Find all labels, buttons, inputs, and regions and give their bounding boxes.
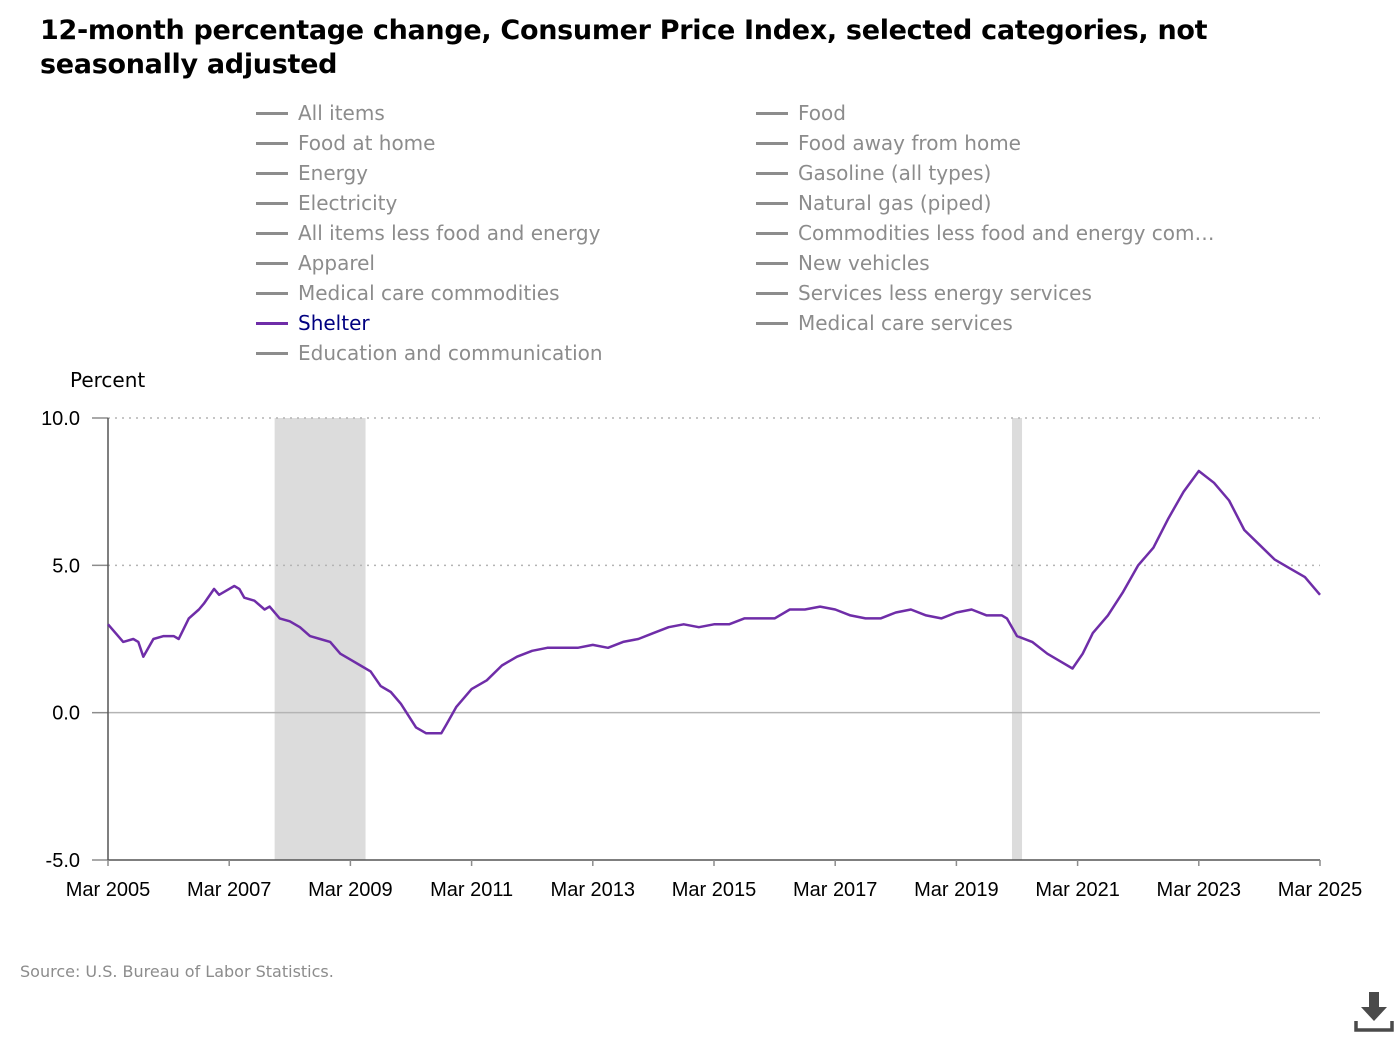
legend-swatch: [256, 231, 288, 235]
legend-label: Natural gas (piped): [798, 191, 992, 215]
legend-swatch: [256, 111, 288, 115]
y-tick-label: 5.0: [52, 555, 80, 577]
legend-label: Apparel: [298, 251, 375, 275]
download-arrow-glyph: [1354, 992, 1394, 1032]
legend-swatch: [756, 171, 788, 175]
legend-label: Shelter: [298, 311, 370, 335]
x-tick-label: Mar 2019: [914, 879, 999, 901]
legend-swatch: [756, 201, 788, 205]
legend-swatch: [256, 351, 288, 355]
legend-item[interactable]: Services less energy services: [756, 278, 1092, 308]
source-note: Source: U.S. Bureau of Labor Statistics.: [20, 962, 334, 981]
legend-label: All items: [298, 101, 385, 125]
legend-swatch: [256, 321, 288, 325]
legend-item[interactable]: All items less food and energy: [256, 218, 600, 248]
legend-swatch: [756, 291, 788, 295]
recession-band: [1011, 418, 1023, 860]
legend-swatch: [756, 111, 788, 115]
legend-item[interactable]: Shelter: [256, 308, 370, 338]
legend-swatch: [756, 141, 788, 145]
legend-label: Gasoline (all types): [798, 161, 992, 185]
legend-item[interactable]: All items: [256, 98, 385, 128]
download-icon[interactable]: [1352, 990, 1396, 1034]
legend-swatch: [756, 231, 788, 235]
legend-label: Food: [798, 101, 846, 125]
legend-swatch: [256, 201, 288, 205]
legend-label: Medical care commodities: [298, 281, 560, 305]
x-tick-label: Mar 2013: [551, 879, 636, 901]
x-tick-label: Mar 2009: [308, 879, 393, 901]
y-tick-label: 0.0: [52, 703, 80, 725]
x-tick-label: Mar 2021: [1035, 879, 1120, 901]
y-tick-label: 10.0: [41, 408, 80, 430]
legend-item[interactable]: Medical care commodities: [256, 278, 559, 308]
x-tick-label: Mar 2025: [1278, 879, 1363, 901]
x-tick-label: Mar 2007: [187, 879, 272, 901]
legend-swatch: [256, 171, 288, 175]
legend-item[interactable]: Gasoline (all types): [756, 158, 991, 188]
legend-item[interactable]: Commodities less food and energy com…: [756, 218, 1215, 248]
legend-item[interactable]: Apparel: [256, 248, 375, 278]
legend-item[interactable]: Natural gas (piped): [756, 188, 991, 218]
legend-label: Food away from home: [798, 131, 1021, 155]
x-tick-label: Mar 2023: [1157, 879, 1242, 901]
legend-swatch: [756, 321, 788, 325]
legend-label: New vehicles: [798, 251, 930, 275]
legend-item[interactable]: New vehicles: [756, 248, 930, 278]
legend-label: Services less energy services: [798, 281, 1092, 305]
legend-label: Commodities less food and energy com…: [798, 221, 1215, 245]
y-tick-label: -5.0: [46, 850, 80, 872]
legend-label: Electricity: [298, 191, 398, 215]
legend-label: Energy: [298, 161, 369, 185]
legend-label: All items less food and energy: [298, 221, 601, 245]
x-tick-label: Mar 2015: [672, 879, 757, 901]
series-line-shelter: [107, 469, 1321, 735]
legend-item[interactable]: Education and communication: [256, 338, 603, 368]
x-tick-label: Mar 2011: [430, 879, 513, 901]
legend-label: Education and communication: [298, 341, 603, 365]
legend-swatch: [756, 261, 788, 265]
y-axis-label: Percent: [70, 368, 146, 392]
legend-label: Medical care services: [798, 311, 1013, 335]
legend-item[interactable]: Food: [756, 98, 846, 128]
legend-item[interactable]: Food at home: [256, 128, 435, 158]
x-tick-label: Mar 2005: [66, 879, 151, 901]
legend-item[interactable]: Medical care services: [756, 308, 1013, 338]
legend-item[interactable]: Food away from home: [756, 128, 1021, 158]
legend-label: Food at home: [298, 131, 436, 155]
legend-item[interactable]: Energy: [256, 158, 368, 188]
legend-item[interactable]: Electricity: [256, 188, 397, 218]
legend-swatch: [256, 261, 288, 265]
chart-title: 12-month percentage change, Consumer Pri…: [40, 15, 1208, 80]
legend-swatch: [256, 291, 288, 295]
legend-swatch: [256, 141, 288, 145]
x-tick-label: Mar 2017: [793, 879, 878, 901]
